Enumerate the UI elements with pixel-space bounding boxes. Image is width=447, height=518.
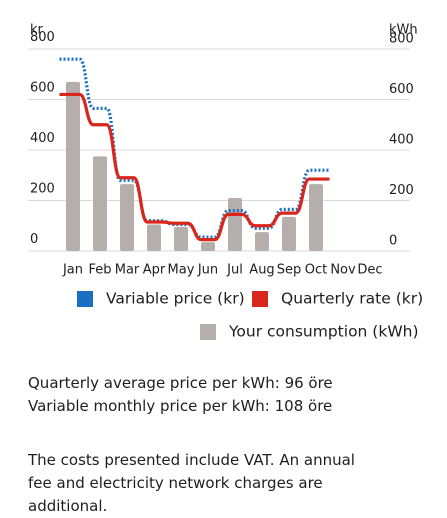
info-line: Quarterly average price per kWh: 96 öre <box>28 374 333 392</box>
disclaimer: The costs presented include VAT. An annu… <box>28 451 355 515</box>
x-tick-label: Aug <box>249 263 274 278</box>
y2-tick-label: 200 <box>389 183 414 198</box>
info: Quarterly average price per kWh: 96 öre … <box>0 372 361 418</box>
y2-tick-label: 0 <box>389 234 397 249</box>
x-tick-label: Oct <box>305 263 327 278</box>
y-tick-label: 600 <box>30 81 55 96</box>
y-tick-label: 0 <box>30 232 38 247</box>
y2-axis-label: kWh <box>389 23 418 38</box>
info-line: Variable monthly price per kWh: 108 öre <box>28 397 333 415</box>
bar <box>147 224 161 251</box>
y2-tick-label: 600 <box>389 82 414 97</box>
page: kr kWh 0 200 400 600 800 0 200 400 600 800 Jan Feb M… <box>0 22 424 515</box>
bar <box>282 216 296 251</box>
x-tick-label: Nov <box>330 263 356 278</box>
bar <box>66 81 80 251</box>
legend-label: Quarterly rate (kr) <box>281 290 423 308</box>
legend-label: Your consumption (kWh) <box>228 323 419 341</box>
y-tick-label: 200 <box>30 182 55 197</box>
y-axis-label: kr <box>30 23 44 38</box>
legend-swatch <box>200 324 216 340</box>
bar <box>93 156 107 251</box>
legend-swatch <box>252 291 268 307</box>
x-tick-label: Apr <box>143 263 166 278</box>
x-tick-label: Feb <box>88 263 111 278</box>
bar <box>120 184 134 251</box>
legend-swatch <box>77 291 93 307</box>
y2-tick-label: 400 <box>389 133 414 148</box>
x-tick-label: Jul <box>226 263 243 278</box>
y2-tick-label: 800 <box>389 32 414 47</box>
x-tick-label: May <box>168 263 195 278</box>
x-tick-label: Jan <box>62 263 83 278</box>
line <box>59 92 330 242</box>
y-tick-label: 800 <box>30 30 55 45</box>
y-tick-label: 400 <box>30 131 55 146</box>
bar <box>228 197 242 251</box>
chart: kr kWh 0 200 400 600 800 0 200 400 600 800 Jan Feb M… <box>28 23 423 341</box>
x-tick-label: Sep <box>277 263 302 278</box>
disclaimer-box: The costs presented include VAT. An annu… <box>0 449 391 518</box>
bar <box>255 232 269 251</box>
x-tick-label: Dec <box>357 263 382 278</box>
x-tick-label: Mar <box>115 263 140 278</box>
bar <box>201 242 215 251</box>
x-tick-label: Jun <box>197 263 218 278</box>
bar <box>174 227 188 251</box>
legend-label: Variable price (kr) <box>106 290 245 308</box>
bar <box>309 184 323 251</box>
